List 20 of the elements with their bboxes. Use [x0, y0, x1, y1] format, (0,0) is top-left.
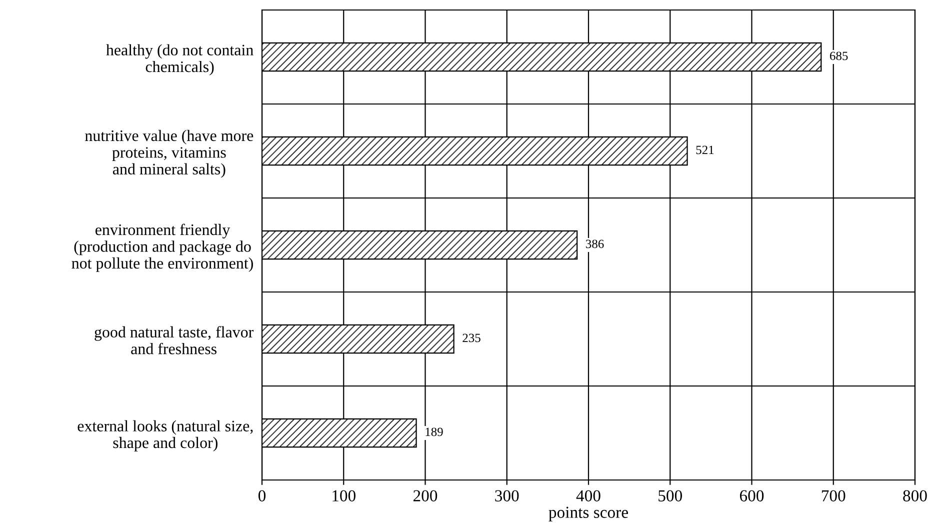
data-label: 235: [462, 334, 480, 342]
y-tick-label: nutritive value (have more proteins, vitamins and mineral salts): [85, 130, 254, 178]
x-axis-title: points score: [548, 506, 628, 522]
x-tick-label: 100: [332, 490, 356, 502]
x-tick-label: 800: [903, 490, 927, 502]
x-tick-label: 400: [576, 490, 600, 502]
data-label: 685: [830, 52, 848, 60]
y-tick-label: good natural taste, flavor and freshness: [94, 326, 254, 354]
x-tick-label: 600: [740, 490, 764, 502]
data-label: 189: [426, 428, 443, 436]
y-tick-label: healthy (do not contain chemicals): [106, 44, 254, 76]
x-tick-label: 0: [258, 490, 266, 502]
y-tick-label: external looks (natural size, shape and color): [78, 420, 253, 452]
data-label: 386: [586, 240, 604, 248]
data-label: 521: [696, 146, 714, 154]
y-tick-label: environment friendly (production and package do not pollute the environment): [72, 224, 253, 272]
x-tick-label: 200: [413, 490, 438, 502]
x-tick-label: 300: [495, 490, 519, 502]
x-tick-label: 500: [658, 490, 682, 502]
x-tick-label: 700: [822, 490, 846, 502]
